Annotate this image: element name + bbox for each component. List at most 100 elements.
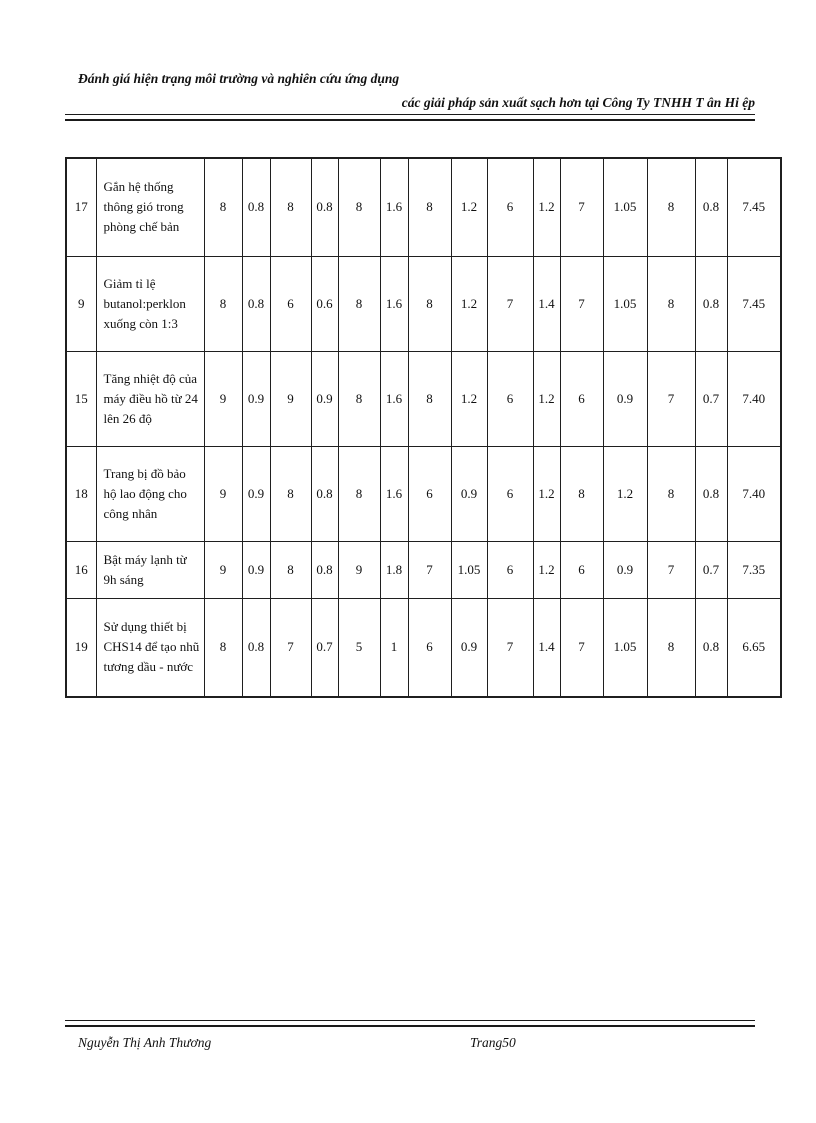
row-id-cell: 9 (65, 255, 97, 352)
table-row: 19 Sử dụng thiết bị CHS14 để tạo nhũ tươn… (65, 597, 782, 698)
value-cell: 1.6 (379, 255, 409, 352)
value-cell: 0.8 (694, 445, 728, 542)
value-cell: 1.4 (532, 255, 561, 352)
value-cell: 7 (559, 597, 604, 698)
value-cell: 7 (646, 350, 696, 447)
value-cell: 7 (269, 597, 312, 698)
value-cell: 1 (379, 597, 409, 698)
score-table-body: 17 Gắn hệ thống thông gió trong phòng chế… (65, 157, 782, 698)
value-cell: 1.05 (602, 255, 648, 352)
table-row: 15 Tăng nhiệt độ của máy điều hồ từ 24 lê… (65, 350, 782, 447)
value-cell: 1.05 (602, 157, 648, 257)
description-cell: Giảm tỉ lệ butanol:perklon xuống còn 1:3 (95, 255, 205, 352)
value-cell: 9 (269, 350, 312, 447)
value-cell: 8 (337, 350, 381, 447)
value-cell: 7 (486, 255, 534, 352)
value-cell: 1.6 (379, 157, 409, 257)
value-cell: 0.6 (310, 255, 339, 352)
footer-author: Nguyễn Thị Anh Thương (78, 1035, 212, 1050)
table-row: 18 Trang bị đồ bảo hộ lao động cho công n… (65, 445, 782, 542)
value-cell: 1.2 (450, 255, 488, 352)
value-cell: 7 (486, 597, 534, 698)
solutions-score-table: 17 Gắn hệ thống thông gió trong phòng chế… (65, 157, 782, 698)
value-cell: 8 (646, 597, 696, 698)
value-cell: 0.8 (241, 157, 271, 257)
row-id-cell: 17 (65, 157, 97, 257)
value-cell: 1.2 (532, 540, 561, 599)
row-id-cell: 19 (65, 597, 97, 698)
value-cell: 8 (646, 255, 696, 352)
value-cell: 8 (337, 157, 381, 257)
value-cell: 1.6 (379, 350, 409, 447)
description-cell: Bật máy lạnh từ 9h sáng (95, 540, 205, 599)
value-cell: 0.7 (310, 597, 339, 698)
value-cell: 8 (269, 540, 312, 599)
footer-page-number: Trang50 (470, 1035, 516, 1050)
value-cell: 0.9 (310, 350, 339, 447)
value-cell: 6 (269, 255, 312, 352)
value-cell: 6 (559, 350, 604, 447)
value-cell: 0.9 (602, 540, 648, 599)
value-cell: 8 (559, 445, 604, 542)
value-cell: 7 (646, 540, 696, 599)
value-cell: 1.2 (450, 350, 488, 447)
value-cell: 5 (337, 597, 381, 698)
header-rule (65, 114, 755, 121)
header-subtitle: các giải pháp sản xuất sạch hơn tại Công… (401, 95, 755, 110)
value-cell: 8 (203, 597, 243, 698)
value-cell: 9 (203, 350, 243, 447)
value-cell: 7 (407, 540, 452, 599)
value-cell: 1.2 (532, 445, 561, 542)
value-cell: 7.40 (726, 350, 782, 447)
value-cell: 0.8 (241, 255, 271, 352)
value-cell: 0.9 (241, 540, 271, 599)
value-cell: 8 (337, 255, 381, 352)
table-row: 17 Gắn hệ thống thông gió trong phòng chế… (65, 157, 782, 257)
value-cell: 0.9 (241, 350, 271, 447)
value-cell: 6 (559, 540, 604, 599)
footer-row: Nguyễn Thị Anh Thương Trang50 (65, 1034, 755, 1051)
value-cell: 8 (407, 157, 452, 257)
value-cell: 9 (337, 540, 381, 599)
description-cell: Gắn hệ thống thông gió trong phòng chế b… (95, 157, 205, 257)
table-row: 9 Giảm tỉ lệ butanol:perklon xuống còn 1:… (65, 255, 782, 352)
table-row: 16 Bật máy lạnh từ 9h sáng 9 0.9 8 0.8 9 1.8 7 1.… (65, 540, 782, 599)
row-id-cell: 18 (65, 445, 97, 542)
value-cell: 8 (269, 445, 312, 542)
value-cell: 0.8 (694, 597, 728, 698)
value-cell: 0.7 (694, 350, 728, 447)
value-cell: 1.2 (450, 157, 488, 257)
value-cell: 6 (486, 540, 534, 599)
value-cell: 7.45 (726, 255, 782, 352)
value-cell: 8 (337, 445, 381, 542)
value-cell: 6 (486, 445, 534, 542)
value-cell: 0.8 (310, 445, 339, 542)
value-cell: 7.35 (726, 540, 782, 599)
value-cell: 8 (203, 157, 243, 257)
value-cell: 7.40 (726, 445, 782, 542)
value-cell: 1.4 (532, 597, 561, 698)
value-cell: 1.2 (602, 445, 648, 542)
value-cell: 6 (486, 157, 534, 257)
description-cell: Tăng nhiệt độ của máy điều hồ từ 24 lên … (95, 350, 205, 447)
value-cell: 0.9 (602, 350, 648, 447)
value-cell: 6.65 (726, 597, 782, 698)
value-cell: 7.45 (726, 157, 782, 257)
value-cell: 7 (559, 255, 604, 352)
value-cell: 1.05 (450, 540, 488, 599)
value-cell: 8 (407, 350, 452, 447)
row-id-cell: 16 (65, 540, 97, 599)
row-id-cell: 15 (65, 350, 97, 447)
value-cell: 1.05 (602, 597, 648, 698)
value-cell: 0.8 (694, 255, 728, 352)
value-cell: 8 (407, 255, 452, 352)
value-cell: 6 (407, 445, 452, 542)
value-cell: 9 (203, 540, 243, 599)
value-cell: 0.8 (310, 157, 339, 257)
description-cell: Trang bị đồ bảo hộ lao động cho công nhâ… (95, 445, 205, 542)
value-cell: 8 (203, 255, 243, 352)
value-cell: 7 (559, 157, 604, 257)
value-cell: 1.8 (379, 540, 409, 599)
page-footer: Nguyễn Thị Anh Thương Trang50 (65, 1020, 755, 1051)
